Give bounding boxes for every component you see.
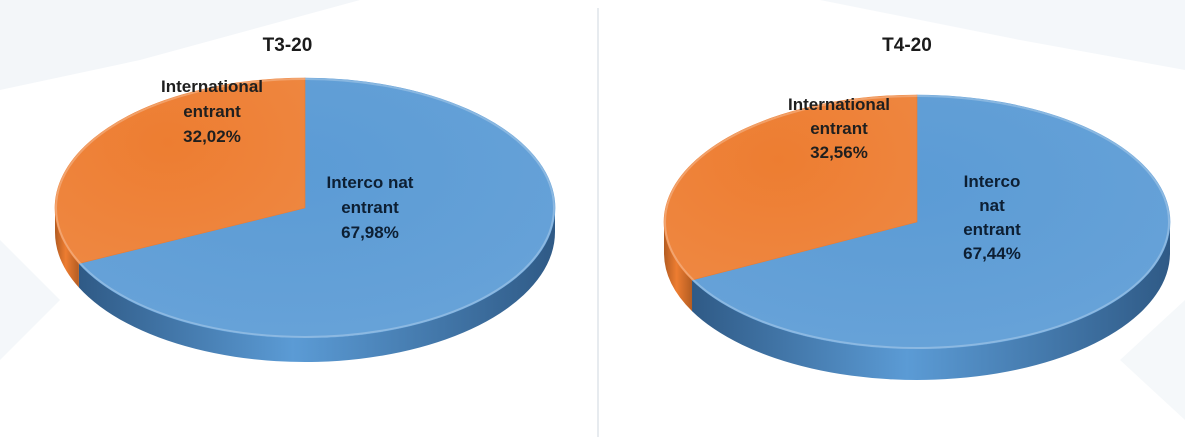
pie-slice-0 <box>78 77 556 339</box>
data-label-slice-1: International entrant 32,56% <box>788 95 890 162</box>
pie-slice-side-1 <box>664 222 693 312</box>
data-label-slice-0: Interco nat entrant 67,98% <box>327 173 414 242</box>
pie-chart-t3-20: Interco nat entrant 67,98% International ent… <box>54 77 556 362</box>
pie-slice-1 <box>54 77 306 264</box>
pie-slice-1 <box>663 94 918 281</box>
chart-title: T4-20 <box>882 35 932 56</box>
data-label-line: entrant <box>963 220 1021 239</box>
data-label-line: Interco nat <box>327 173 414 192</box>
data-label-line: 32,02% <box>183 127 241 146</box>
data-label-slice-1: International entrant 32,02% <box>161 77 263 146</box>
data-label-line: International <box>788 95 890 114</box>
data-label-line: International <box>161 77 263 96</box>
data-label-line: nat <box>979 196 1005 215</box>
pie-slice-side-0 <box>692 222 1170 380</box>
data-label-line: entrant <box>341 198 399 217</box>
chart-panel-t3-20: T3-20 Interco nat entrant 67,98% Internatio… <box>54 35 556 362</box>
data-label-line: 67,98% <box>341 223 399 242</box>
data-label-line: 67,44% <box>963 244 1021 263</box>
pie-rim-highlight <box>55 78 555 338</box>
pie-chart-t4-20: Interco nat entrant 67,44% International entr… <box>663 94 1171 380</box>
pie-rim-highlight <box>664 95 1170 349</box>
data-label-line: Interco <box>964 172 1021 191</box>
chart-title: T3-20 <box>262 35 313 56</box>
chart-divider <box>597 8 599 437</box>
chart-panel-t4-20: T4-20 Interco nat entrant 67,44% Internation… <box>599 0 1185 437</box>
data-label-line: 32,56% <box>810 143 868 162</box>
data-label-slice-0: Interco nat entrant 67,44% <box>963 172 1021 263</box>
data-label-line: entrant <box>183 102 241 121</box>
data-label-line: entrant <box>810 119 868 138</box>
pie-slice-0 <box>691 94 1171 350</box>
pie-slice-side-0 <box>78 208 555 362</box>
